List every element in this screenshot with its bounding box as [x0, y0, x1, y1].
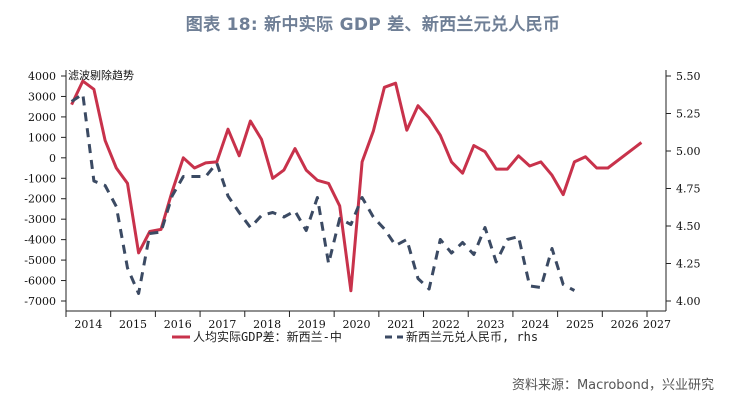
series-line-gdp-gap [70, 79, 643, 293]
legend: 人均实际GDP差：新西兰-中 新西兰元兑人民币, rhs [172, 329, 538, 344]
x-tick-label: 2016 [164, 318, 192, 331]
x-tick-label: 2027 [643, 318, 671, 331]
x-tick-label: 2026 [611, 318, 639, 331]
axes: 4000 3000 2000 1000 0 -1000 -2000 -3000 -4000 -50… [24, 68, 700, 331]
right-tick-label: 5.25 [676, 108, 701, 121]
left-tick-label: 1000 [28, 131, 56, 144]
right-tick-label: 5.00 [676, 145, 701, 158]
left-tick-label: 4000 [28, 70, 56, 83]
left-tick-label: -1000 [24, 172, 56, 185]
chart-title: 图表 18: 新中实际 GDP 差、新西兰元兑人民币 [185, 15, 561, 35]
series-group [70, 79, 643, 295]
x-tick-label: 2021 [387, 318, 415, 331]
left-tick-label: 0 [49, 152, 56, 165]
x-tick-label: 2014 [74, 318, 102, 331]
right-tick-label: 4.00 [676, 295, 701, 308]
legend-label-nzd-cny: 新西兰元兑人民币, rhs [406, 329, 538, 344]
chart-annotation: 滤波剔除趋势 [68, 68, 134, 82]
left-tick-label: -5000 [24, 254, 56, 267]
right-tick-label: 4.25 [676, 258, 701, 271]
right-tick-label: 4.75 [676, 183, 701, 196]
x-tick-label: 2024 [521, 318, 549, 331]
x-tick-label: 2019 [298, 318, 326, 331]
right-tick-label: 4.50 [676, 220, 701, 233]
x-tick-label: 2023 [477, 318, 505, 331]
x-tick-label: 2022 [432, 318, 460, 331]
left-tick-label: -6000 [24, 275, 56, 288]
series-line-nzd-cny [70, 92, 576, 295]
source-note: 资料来源：Macrobond，兴业研究 [511, 378, 714, 393]
legend-label-gdp-gap: 人均实际GDP差：新西兰-中 [193, 329, 342, 344]
left-tick-label: -7000 [24, 295, 56, 308]
right-tick-label: 5.50 [676, 70, 701, 83]
x-tick-label: 2015 [119, 318, 147, 331]
left-tick-label: -2000 [24, 193, 56, 206]
x-tick-label: 2025 [566, 318, 594, 331]
x-tick-label: 2020 [343, 318, 371, 331]
left-tick-label: -4000 [24, 234, 56, 247]
x-tick-label: 2018 [253, 318, 281, 331]
left-tick-label: 2000 [28, 111, 56, 124]
left-tick-label: 3000 [28, 90, 56, 103]
x-tick-label: 2017 [208, 318, 236, 331]
left-tick-label: -3000 [24, 213, 56, 226]
